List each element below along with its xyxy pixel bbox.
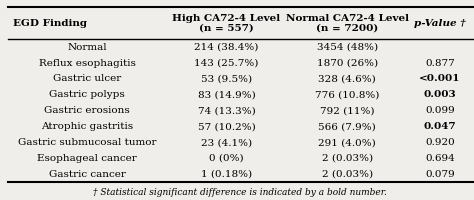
Text: 2 (0.03%): 2 (0.03%): [321, 154, 373, 163]
Text: Gastric ulcer: Gastric ulcer: [53, 74, 121, 83]
Text: High CA72-4 Level
(n = 557): High CA72-4 Level (n = 557): [173, 14, 281, 33]
Text: p-Value †: p-Value †: [414, 19, 466, 28]
Text: 0.877: 0.877: [425, 59, 455, 68]
Text: 1 (0.18%): 1 (0.18%): [201, 170, 252, 179]
Text: † Statistical significant difference is indicated by a bold number.: † Statistical significant difference is …: [93, 188, 387, 197]
Text: Gastric erosions: Gastric erosions: [44, 106, 130, 115]
Text: 0.079: 0.079: [425, 170, 455, 179]
Text: 1870 (26%): 1870 (26%): [317, 59, 378, 68]
Text: 53 (9.5%): 53 (9.5%): [201, 74, 252, 83]
Text: 776 (10.8%): 776 (10.8%): [315, 90, 379, 99]
Text: 0.920: 0.920: [425, 138, 455, 147]
Text: 0.694: 0.694: [425, 154, 455, 163]
Text: <0.001: <0.001: [419, 74, 461, 83]
Text: Reflux esophagitis: Reflux esophagitis: [39, 59, 136, 68]
Text: 23 (4.1%): 23 (4.1%): [201, 138, 252, 147]
Text: 143 (25.7%): 143 (25.7%): [194, 59, 259, 68]
Text: EGD Finding: EGD Finding: [13, 19, 87, 28]
Text: Esophageal cancer: Esophageal cancer: [37, 154, 137, 163]
Text: 57 (10.2%): 57 (10.2%): [198, 122, 255, 131]
Text: Normal: Normal: [67, 43, 107, 52]
Text: 0.003: 0.003: [424, 90, 456, 99]
Text: 214 (38.4%): 214 (38.4%): [194, 43, 259, 52]
Text: Gastric submucosal tumor: Gastric submucosal tumor: [18, 138, 156, 147]
Text: 3454 (48%): 3454 (48%): [317, 43, 378, 52]
Text: 83 (14.9%): 83 (14.9%): [198, 90, 255, 99]
Text: Atrophic gastritis: Atrophic gastritis: [41, 122, 133, 131]
Text: 792 (11%): 792 (11%): [320, 106, 374, 115]
Text: 0.047: 0.047: [424, 122, 456, 131]
Text: 328 (4.6%): 328 (4.6%): [318, 74, 376, 83]
Text: Gastric cancer: Gastric cancer: [49, 170, 126, 179]
Text: 0 (0%): 0 (0%): [209, 154, 244, 163]
Text: 566 (7.9%): 566 (7.9%): [318, 122, 376, 131]
Text: 74 (13.3%): 74 (13.3%): [198, 106, 255, 115]
Text: 2 (0.03%): 2 (0.03%): [321, 170, 373, 179]
Text: 0.099: 0.099: [425, 106, 455, 115]
Text: 291 (4.0%): 291 (4.0%): [318, 138, 376, 147]
Text: Normal CA72-4 Level
(n = 7200): Normal CA72-4 Level (n = 7200): [286, 14, 409, 33]
Text: Gastric polyps: Gastric polyps: [49, 90, 125, 99]
